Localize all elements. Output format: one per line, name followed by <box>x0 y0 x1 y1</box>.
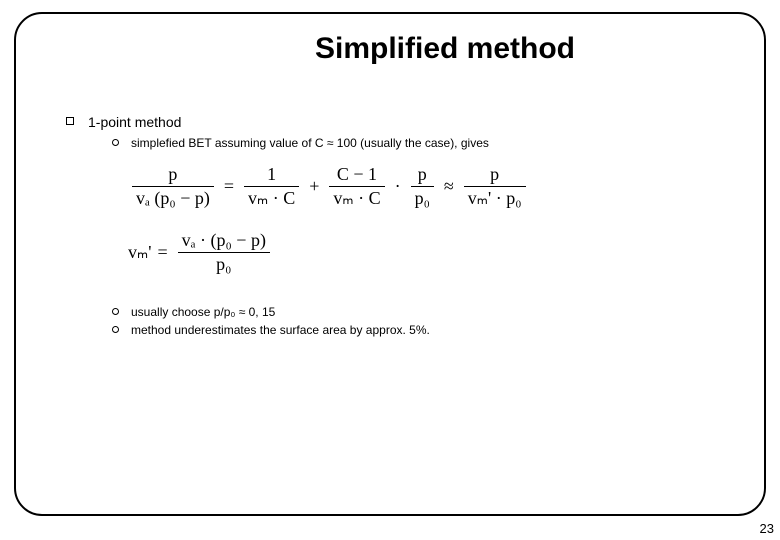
eq1-lhs-den: vₐ (p₀ − p) <box>132 188 214 209</box>
eq1-t3-num: p <box>414 164 431 185</box>
equals-icon: = <box>224 176 234 197</box>
eq2-rhs-frac: vₐ · (p₀ − p) p₀ <box>178 230 270 274</box>
eq1-t3-frac: p p₀ <box>411 164 434 208</box>
bullet-level2: simplefied BET assuming value of C ≈ 100… <box>112 136 724 150</box>
bullet-level2: usually choose p/p₀ ≈ 0, 15 <box>112 305 724 319</box>
eq1-t1-num: 1 <box>263 164 280 185</box>
page-number: 23 <box>760 521 774 536</box>
circle-bullet-icon <box>112 139 119 146</box>
bullet-level2: method underestimates the surface area b… <box>112 323 724 337</box>
l2-text-b: usually choose p/p₀ ≈ 0, 15 <box>131 305 275 319</box>
eq1-rhs-den: vₘ' · p₀ <box>464 188 526 209</box>
l1-text: 1-point method <box>88 114 181 130</box>
eq1-lhs-num: p <box>164 164 181 185</box>
square-bullet-icon <box>66 117 74 125</box>
dot-icon: · <box>395 176 401 197</box>
approx-icon: ≈ <box>444 176 454 197</box>
slide-frame: Simplified method 1-point method simplef… <box>14 12 766 516</box>
eq1-t1-frac: 1 vₘ · C <box>244 164 299 208</box>
bullet-level1: 1-point method <box>66 114 724 130</box>
eq1-t2-num: C − 1 <box>333 164 381 185</box>
l2-text-c: method underestimates the surface area b… <box>131 323 430 337</box>
eq1-t1-den: vₘ · C <box>244 188 299 209</box>
circle-bullet-icon <box>112 326 119 333</box>
equation-2: vₘ' = vₐ · (p₀ − p) p₀ <box>128 230 724 274</box>
eq2-rhs-den: p₀ <box>212 254 235 275</box>
circle-bullet-icon <box>112 308 119 315</box>
eq1-t3-den: p₀ <box>411 188 434 209</box>
eq2-lhs: vₘ' <box>128 242 151 263</box>
plus-icon: + <box>309 176 319 197</box>
eq1-t2-den: vₘ · C <box>329 188 384 209</box>
l2-text-a: simplefied BET assuming value of C ≈ 100… <box>131 136 489 150</box>
eq1-rhs-num: p <box>486 164 503 185</box>
slide-title: Simplified method <box>166 32 724 66</box>
equation-1: p vₐ (p₀ − p) = 1 vₘ · C + C − 1 vₘ · C … <box>128 164 724 208</box>
equals-icon: = <box>157 242 167 263</box>
eq1-t2-frac: C − 1 vₘ · C <box>329 164 384 208</box>
eq1-rhs-frac: p vₘ' · p₀ <box>464 164 526 208</box>
eq2-rhs-num: vₐ · (p₀ − p) <box>178 230 270 251</box>
eq1-lhs-frac: p vₐ (p₀ − p) <box>132 164 214 208</box>
